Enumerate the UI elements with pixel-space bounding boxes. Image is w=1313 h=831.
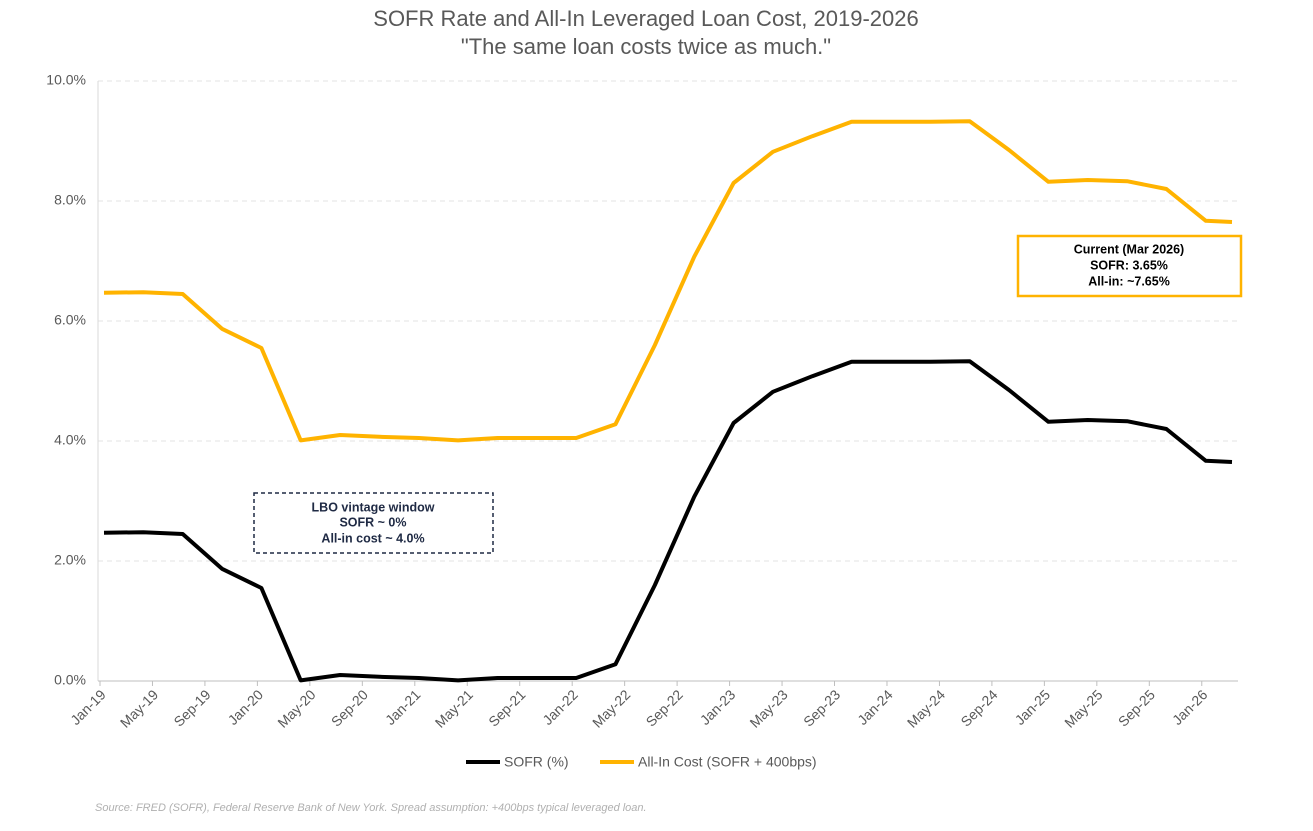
annotation-text: LBO vintage window — [312, 500, 435, 514]
x-tick-label: Jan-20 — [225, 686, 267, 728]
y-tick-label: 2.0% — [54, 552, 86, 568]
x-tick-label: Jan-24 — [854, 686, 896, 728]
x-tick-label: May-22 — [589, 686, 633, 730]
annotation-text: SOFR: 3.65% — [1090, 258, 1168, 272]
annotation-text: Current (Mar 2026) — [1074, 242, 1184, 256]
x-tick-label: Sep-23 — [800, 686, 843, 729]
x-tick-label: May-25 — [1061, 686, 1105, 730]
chart-subtitle: "The same loan costs twice as much." — [461, 34, 831, 59]
y-tick-label: 8.0% — [54, 192, 86, 208]
y-tick-label: 4.0% — [54, 432, 86, 448]
x-tick-label: Sep-20 — [328, 686, 371, 729]
legend-label: SOFR (%) — [504, 754, 569, 770]
x-tick-label: May-19 — [117, 686, 161, 730]
annotation-box — [1016, 234, 1243, 298]
x-tick-label: May-24 — [904, 686, 948, 730]
x-tick-label: Sep-19 — [170, 686, 213, 729]
y-tick-label: 0.0% — [54, 672, 86, 688]
y-tick-label: 6.0% — [54, 312, 86, 328]
x-tick-label: Jan-21 — [382, 686, 424, 728]
x-tick-label: Jan-22 — [539, 686, 581, 728]
x-tick-label: Jan-19 — [67, 686, 109, 728]
series-line — [103, 359, 1233, 683]
series-line — [103, 119, 1233, 443]
source-note: Source: FRED (SOFR), Federal Reserve Ban… — [95, 802, 647, 814]
x-tick-label: Sep-24 — [957, 686, 1000, 729]
x-tick-label: Jan-25 — [1012, 686, 1054, 728]
annotation-text: All-in: ~7.65% — [1088, 274, 1170, 288]
x-tick-label: Sep-21 — [485, 686, 528, 729]
annotation-text: All-in cost ~ 4.0% — [321, 531, 424, 545]
x-tick-label: May-20 — [274, 686, 318, 730]
annotation-text: SOFR ~ 0% — [339, 515, 406, 529]
x-tick-label: May-21 — [432, 686, 476, 730]
x-tick-label: Jan-23 — [697, 686, 739, 728]
annotation-box — [253, 492, 494, 554]
x-tick-label: Sep-22 — [643, 686, 686, 729]
y-tick-label: 10.0% — [46, 72, 86, 88]
x-tick-label: May-23 — [746, 686, 790, 730]
x-tick-label: Sep-25 — [1115, 686, 1158, 729]
x-tick-label: Jan-26 — [1169, 686, 1211, 728]
chart-title: SOFR Rate and All-In Leveraged Loan Cost… — [373, 6, 918, 31]
legend-label: All-In Cost (SOFR + 400bps) — [638, 754, 817, 770]
